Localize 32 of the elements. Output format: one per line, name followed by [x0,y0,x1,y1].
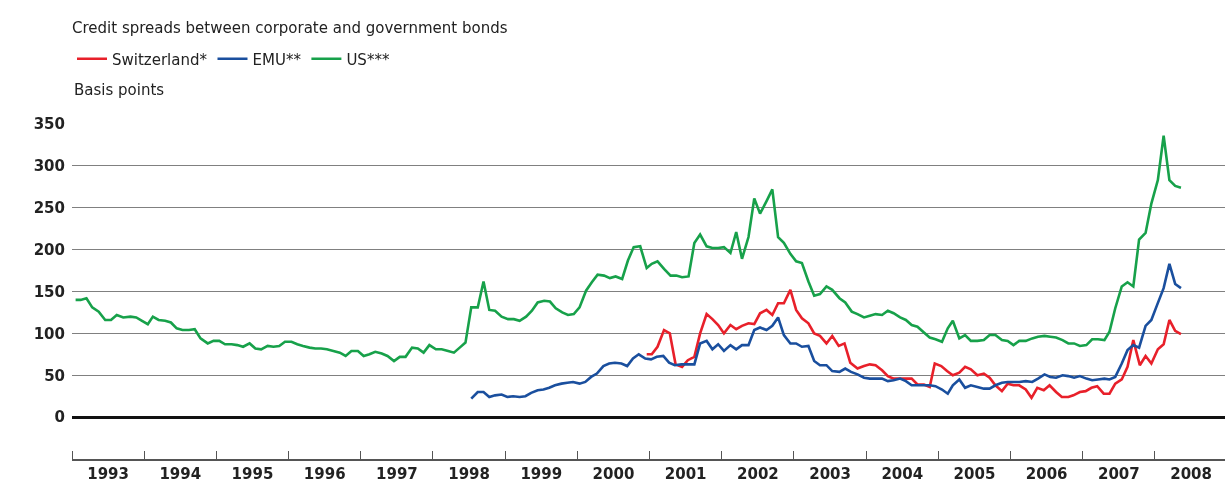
x-tick-label: 2007 [1097,464,1140,483]
x-tick-label: 2006 [1025,464,1068,483]
x-tick-label: 1998 [448,464,490,483]
y-tick-label: 50 [44,366,65,385]
chart-title: Credit spreads between corporate and government bonds [72,19,508,38]
x-tick-label: 2004 [881,464,924,483]
x-tick-label: 1996 [303,464,346,483]
y-tick-label: 0 [54,408,65,427]
x-tick-label: 2005 [953,464,996,483]
y-tick-label: 100 [33,324,65,343]
line-series [74,134,1183,363]
y-axis-title: Basis points [74,81,165,99]
x-tick-label: 2008 [1170,464,1212,483]
y-tick-label: 150 [33,282,65,301]
line-series [645,288,1183,400]
x-tick-label: 1995 [231,464,274,483]
y-tick-label: 250 [33,199,65,217]
legend-label: Switzerland* [112,50,208,69]
x-tick-label: 2000 [592,464,635,483]
x-tick-label: 1997 [376,464,418,483]
x-tick-label: 1999 [520,464,563,483]
legend-label: US*** [346,50,390,69]
y-tick-label: 350 [33,115,65,134]
x-tick-label: 2003 [809,464,851,483]
y-tick-label: 200 [33,240,65,259]
x-tick-label: 1993 [87,464,129,483]
y-tick-label: 300 [33,157,65,176]
x-tick-label: 2001 [664,464,707,483]
line-series [469,262,1183,400]
x-tick-label: 2002 [737,464,779,483]
legend-label: EMU** [252,50,302,69]
x-tick-label: 1994 [159,464,202,483]
